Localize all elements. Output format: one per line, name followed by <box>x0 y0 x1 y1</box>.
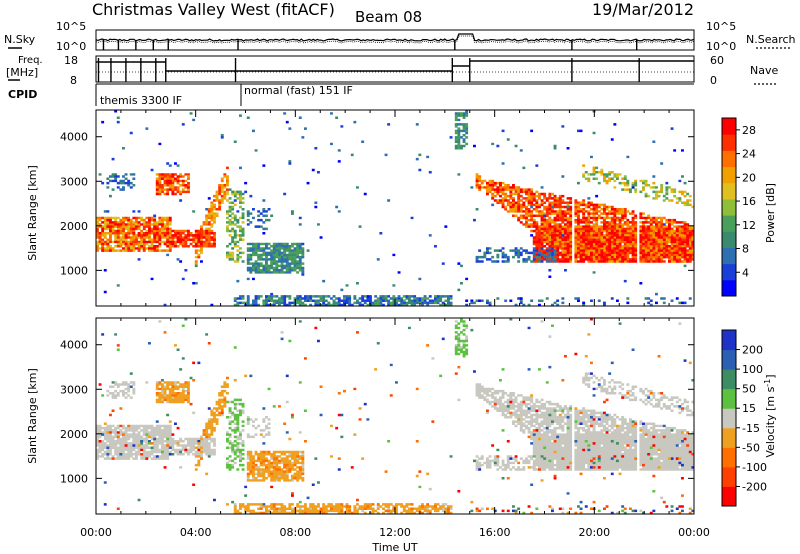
colorbar-swatch <box>722 330 736 351</box>
power-colorbar-tick: 4 <box>742 266 749 279</box>
noise-tick-low-right: 10^0 <box>706 40 736 53</box>
velocity-cells <box>101 318 656 515</box>
noise-tick-high-left: 10^5 <box>56 20 86 33</box>
colorbar-swatch <box>722 118 736 135</box>
velocity-colorbar-label: Velocity [m s-1] <box>763 374 778 457</box>
ytick-label: 1000 <box>60 472 88 485</box>
power-colorbar-label: Power [dB] <box>764 183 777 243</box>
colorbar-swatch <box>722 427 736 448</box>
nave-tick-low: 0 <box>710 74 717 87</box>
ytick-label: 2000 <box>60 220 88 233</box>
freq-label-line1: Freq. <box>18 55 43 66</box>
colorbar-swatch <box>722 231 736 248</box>
colorbar-swatch <box>722 388 736 409</box>
colorbar-swatch <box>722 349 736 370</box>
ytick-label: 4000 <box>60 339 88 352</box>
velocity-colorbar-tick: -100 <box>742 461 767 474</box>
colorbar-swatch <box>722 447 736 468</box>
colorbar-swatch <box>722 279 736 297</box>
cpid-label: CPID <box>8 88 37 101</box>
nsearch-line <box>95 35 695 44</box>
time-axis: 00:00 04:00 08:00 12:00 16:00 20:00 00:00 <box>80 526 710 539</box>
colorbar-swatch <box>722 215 736 232</box>
cpid-segment-2: normal (fast) 151 IF <box>244 84 353 97</box>
power-panel: 1000 2000 3000 4000 Slant Range [km] <box>26 109 695 307</box>
colorbar-swatch <box>722 466 736 487</box>
velocity-ylabel: Slant Range [km] <box>26 368 39 464</box>
power-cells <box>98 173 695 263</box>
colorbar-swatch <box>722 486 736 507</box>
cpid-segment-1: themis 3300 IF <box>100 94 182 107</box>
xtick-label: 20:00 <box>578 526 610 539</box>
noise-trace <box>95 33 695 50</box>
velocity-colorbar-tick: 15 <box>742 402 756 415</box>
power-colorbar-tick: 8 <box>742 243 749 256</box>
freq-tick-low: 8 <box>70 74 77 87</box>
date-label: 19/Mar/2012 <box>592 0 694 19</box>
power-heatmap <box>96 110 695 307</box>
power-colorbar-tick: 20 <box>742 171 756 184</box>
velocity-heatmap <box>96 318 695 515</box>
velocity-axes: 1000 2000 3000 4000 <box>60 318 695 514</box>
freq-tick-high: 18 <box>64 54 78 67</box>
xtick-label: 00:00 <box>80 526 112 539</box>
xtick-label: 04:00 <box>180 526 212 539</box>
power-colorbar-tick: 28 <box>742 124 756 137</box>
velocity-colorbar-tick: -50 <box>742 441 760 454</box>
ytick-label: 3000 <box>60 175 88 188</box>
colorbar-swatch <box>722 182 736 200</box>
freq-strip: Freq. [MHz] 18 8 60 0 Nave <box>6 54 778 87</box>
power-colorbar-tick: 12 <box>742 219 756 232</box>
cpid-strip: CPID themis 3300 IF normal (fast) 151 IF <box>8 83 694 107</box>
xtick-label: 16:00 <box>479 526 511 539</box>
power-cells <box>98 112 687 307</box>
nave-tick-high: 60 <box>710 54 724 67</box>
power-colorbar-tick: 24 <box>742 148 756 161</box>
noise-tick-low-left: 10^0 <box>56 40 86 53</box>
colorbar-swatch <box>722 134 736 151</box>
nsky-label: N.Sky <box>4 33 36 46</box>
velocity-cells <box>96 320 695 515</box>
freq-label-line2: [MHz] <box>6 66 38 79</box>
colorbar-swatch <box>722 150 736 168</box>
xtick-label: 12:00 <box>379 526 411 539</box>
velocity-cells <box>103 333 692 515</box>
noise-strip: N.Sky 10^5 10^0 10^5 10^0 N.Search <box>4 20 796 53</box>
station-title: Christmas Valley West (fitACF) <box>92 0 335 19</box>
nave-label: Nave <box>750 64 778 77</box>
velocity-colorbar: 200 100 50 15 -15 -50 -100 -200 <box>721 329 767 507</box>
freq-trace <box>96 58 694 82</box>
velocity-colorbar-tick: 200 <box>742 344 763 357</box>
ytick-label: 3000 <box>60 383 88 396</box>
xtick-label: 00:00 <box>678 526 710 539</box>
velocity-colorbar-tick: -200 <box>742 480 767 493</box>
power-cells <box>101 120 687 307</box>
colorbar-swatch <box>722 408 736 429</box>
ytick-label: 4000 <box>60 131 88 144</box>
power-axes: 1000 2000 3000 4000 <box>60 110 695 306</box>
power-colorbar: 4 8 12 16 20 24 28 <box>721 117 756 297</box>
ytick-label: 2000 <box>60 428 88 441</box>
colorbar-swatch <box>722 166 736 184</box>
colorbar-swatch <box>722 247 736 265</box>
power-colorbar-tick: 16 <box>742 195 756 208</box>
nsearch-label: N.Search <box>746 33 796 46</box>
nsky-line <box>95 33 695 42</box>
beam-label: Beam 08 <box>355 8 422 26</box>
velocity-colorbar-tick: -15 <box>742 422 760 435</box>
velocity-panel: 1000 2000 3000 4000 Slant Range [km] <box>26 317 695 515</box>
ytick-label: 1000 <box>60 264 88 277</box>
power-cells <box>103 110 692 307</box>
time-axis-label: Time UT <box>371 541 417 554</box>
colorbar-swatch <box>722 263 736 281</box>
power-ylabel: Slant Range [km] <box>26 165 39 261</box>
colorbar-swatch <box>722 198 736 216</box>
velocity-colorbar-tick: 50 <box>742 383 756 396</box>
noise-tick-high-right: 10^5 <box>706 20 736 33</box>
colorbar-swatch <box>722 369 736 390</box>
xtick-label: 08:00 <box>279 526 311 539</box>
velocity-colorbar-tick: 100 <box>742 363 763 376</box>
